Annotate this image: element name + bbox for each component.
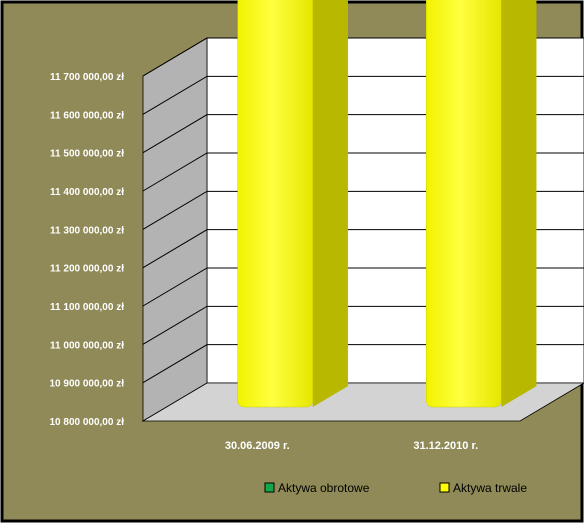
bar-front	[426, 0, 502, 408]
legend-swatch	[264, 482, 275, 493]
y-tick-label: 11 700 000,00 zł	[50, 72, 124, 83]
y-tick-label: 11 000 000,00 zł	[50, 340, 124, 351]
bar-front	[237, 0, 313, 408]
y-tick-label: 11 600 000,00 zł	[50, 110, 124, 121]
y-tick-label: 10 800 000,00 zł	[49, 417, 124, 428]
bar-side	[501, 0, 537, 407]
bar-segment	[237, 0, 348, 408]
y-tick-label: 10 900 000,00 zł	[49, 379, 124, 390]
legend-swatch	[439, 482, 450, 493]
y-tick-label: 11 300 000,00 zł	[50, 225, 124, 236]
y-tick-label: 11 500 000,00 zł	[50, 149, 124, 160]
y-tick-label: 11 200 000,00 zł	[50, 264, 124, 275]
bar-side	[312, 0, 348, 407]
y-tick-label: 11 400 000,00 zł	[50, 187, 124, 198]
legend-label: Aktywa obrotowe	[278, 481, 370, 495]
x-tick-label: 30.06.2009 r.	[225, 440, 290, 452]
bar-segment	[426, 0, 537, 408]
x-tick-label: 31.12.2010 r.	[413, 440, 478, 452]
y-tick-label: 11 100 000,00 zł	[50, 302, 124, 313]
legend-label: Aktywa trwale	[453, 481, 527, 495]
